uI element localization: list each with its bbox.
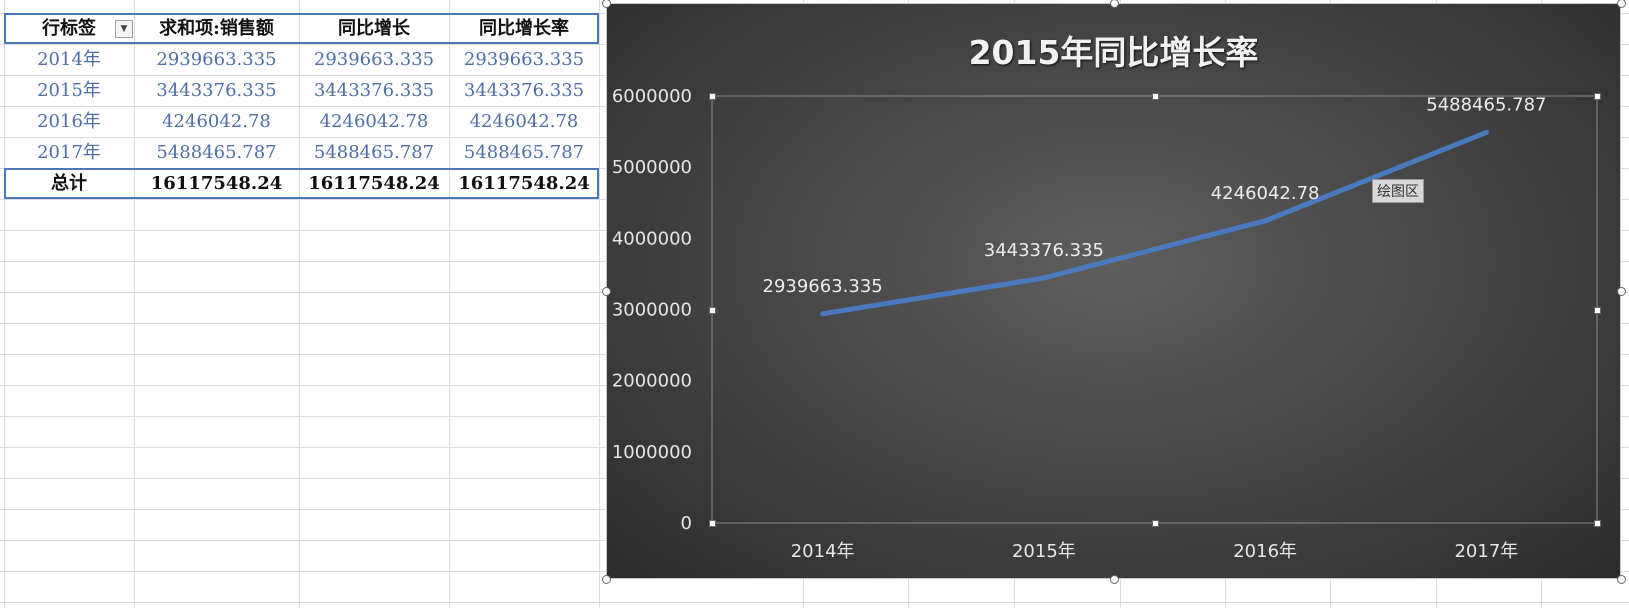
chart-resize-handle[interactable] (602, 575, 611, 584)
x-tick-label: 2017年 (1454, 541, 1518, 562)
growth-rate-value[interactable]: 5488465.787 (463, 142, 585, 163)
plot-resize-handle[interactable] (1594, 520, 1601, 527)
chart-resize-handle[interactable] (1617, 575, 1626, 584)
header-row-labels[interactable]: 行标签 (42, 18, 96, 39)
chart-resize-handle[interactable] (1617, 287, 1626, 296)
table-row: 2016年 4246042.78 4246042.78 4246042.78 (4, 106, 599, 137)
x-tick-label: 2014年 (791, 541, 855, 562)
growth-rate-value[interactable]: 3443376.335 (463, 80, 585, 101)
y-tick-label: 4000000 (612, 228, 692, 249)
y-tick-label: 0 (681, 513, 692, 534)
plot-resize-handle[interactable] (709, 93, 716, 100)
growth-rate-value[interactable]: 2939663.335 (463, 49, 585, 70)
line-chart[interactable]: 0 1000000 2000000 3000000 4000000 5000000 6000… (602, 0, 1626, 584)
header-yoy-growth[interactable]: 同比增长 (338, 18, 410, 39)
total-growth-rate[interactable]: 16117548.24 (458, 173, 590, 194)
growth-value[interactable]: 5488465.787 (313, 142, 435, 163)
total-sales[interactable]: 16117548.24 (150, 173, 283, 194)
plot-resize-handle[interactable] (709, 306, 716, 314)
chart-canvas: 0 1000000 2000000 3000000 4000000 5000000 6000… (612, 86, 1598, 562)
grid-row-line (0, 602, 1629, 603)
x-tick-label: 2016年 (1233, 541, 1297, 562)
growth-value[interactable]: 2939663.335 (313, 49, 435, 70)
row-label[interactable]: 2017年 (37, 142, 101, 163)
table-row: 2017年 5488465.787 5488465.787 5488465.78… (4, 137, 599, 168)
sales-value[interactable]: 2939663.335 (156, 49, 277, 70)
series-line (820, 129, 1489, 317)
growth-rate-value[interactable]: 4246042.78 (469, 111, 579, 132)
header-sum-sales[interactable]: 求和项:销售额 (159, 18, 274, 39)
chart-resize-handle[interactable] (602, 0, 611, 8)
grid-column-line (4, 0, 5, 608)
plot-resize-handle[interactable] (1594, 93, 1601, 100)
pivot-total-row: 总计 16117548.24 16117548.24 16117548.24 (4, 168, 599, 199)
sales-value[interactable]: 5488465.787 (156, 142, 277, 163)
table-row: 2014年 2939663.335 2939663.335 2939663.33… (4, 44, 599, 75)
table-row: 2015年 3443376.335 3443376.335 3443376.33… (4, 75, 599, 106)
sales-value[interactable]: 4246042.78 (162, 111, 271, 132)
pivot-header-row: 行标签 求和项:销售额 同比增长 同比增长率 ▼ (4, 13, 599, 44)
plot-area-tooltip: 绘图区 (1372, 179, 1424, 203)
row-label[interactable]: 2014年 (37, 49, 101, 70)
total-label[interactable]: 总计 (51, 173, 87, 194)
data-label: 5488465.787 (1426, 94, 1546, 115)
row-label[interactable]: 2016年 (37, 111, 101, 132)
growth-value[interactable]: 4246042.78 (319, 111, 429, 132)
grid-column-line (134, 0, 135, 608)
y-tick-label: 2000000 (612, 371, 692, 392)
plot-resize-handle[interactable] (1151, 520, 1159, 527)
chart-resize-handle[interactable] (1109, 0, 1119, 8)
filter-dropdown-icon[interactable]: ▼ (115, 20, 133, 38)
y-tick-label: 5000000 (612, 157, 692, 178)
header-yoy-growth-rate[interactable]: 同比增长率 (479, 18, 569, 39)
y-tick-label: 1000000 (612, 442, 692, 463)
grid-column-line (449, 0, 450, 608)
chart-resize-handle[interactable] (1109, 575, 1119, 584)
data-label: 2939663.335 (763, 276, 883, 297)
plot-resize-handle[interactable] (1151, 93, 1159, 100)
chart-resize-handle[interactable] (1617, 0, 1626, 8)
chart-resize-handle[interactable] (602, 287, 611, 296)
data-label: 4246042.78 (1211, 183, 1320, 204)
y-tick-label: 6000000 (612, 86, 692, 107)
grid-column-line (299, 0, 300, 608)
sales-value[interactable]: 3443376.335 (156, 80, 277, 101)
y-tick-label: 3000000 (612, 300, 692, 321)
total-growth[interactable]: 16117548.24 (308, 173, 440, 194)
row-label[interactable]: 2015年 (37, 80, 101, 101)
chart-title[interactable]: 2015年同比增长率 (968, 33, 1259, 72)
grid-column-line (599, 0, 600, 608)
data-label: 3443376.335 (984, 240, 1104, 261)
plot-resize-handle[interactable] (1594, 306, 1601, 314)
x-tick-label: 2015年 (1012, 541, 1076, 562)
plot-resize-handle[interactable] (709, 520, 716, 527)
growth-value[interactable]: 3443376.335 (313, 80, 435, 101)
